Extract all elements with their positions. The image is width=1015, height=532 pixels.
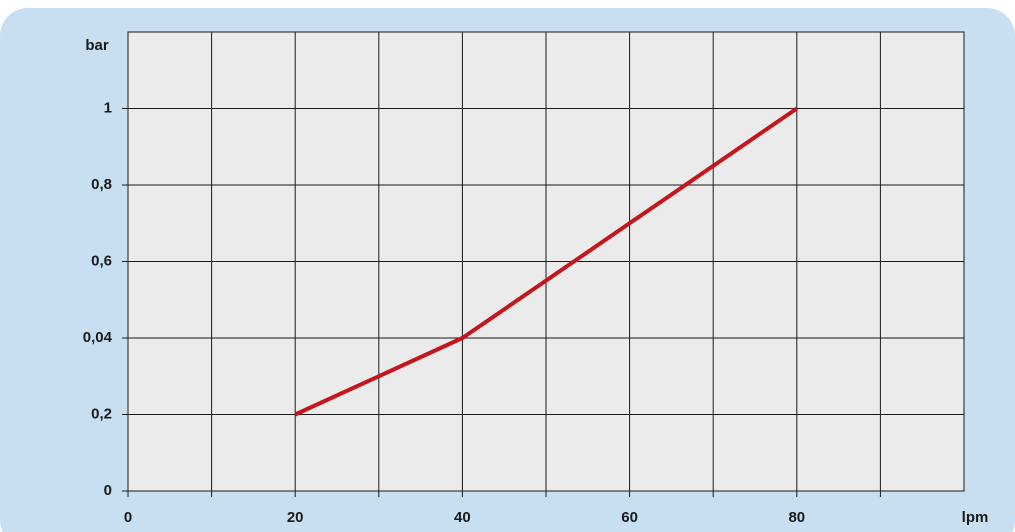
x-axis-label: lpm	[962, 509, 989, 526]
y-axis-label: bar	[85, 37, 109, 54]
x-tick-label: 40	[454, 509, 471, 526]
y-tick-label: 1	[104, 99, 112, 116]
x-tick-label: 80	[788, 509, 805, 526]
data-line	[294, 106, 798, 417]
y-tick-label: 0,8	[91, 176, 112, 193]
y-tick-label: 0,04	[83, 329, 113, 346]
x-tick-label: 20	[287, 509, 304, 526]
y-tick-label: 0,6	[91, 252, 112, 269]
y-tick-label: 0	[104, 482, 112, 499]
x-tick-label: 0	[124, 509, 132, 526]
x-tick-label: 60	[621, 509, 638, 526]
y-tick-label: 0,2	[91, 405, 112, 422]
